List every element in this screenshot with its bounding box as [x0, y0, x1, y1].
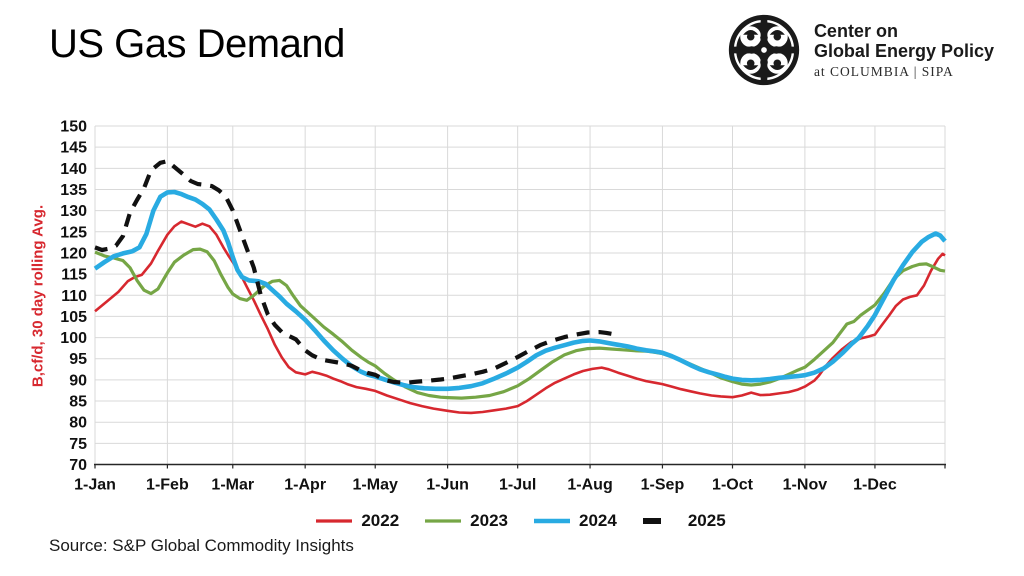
- legend-label-2025: 2025: [687, 511, 726, 530]
- y-tick-label: 115: [61, 267, 87, 284]
- x-tick-label: 1-Jun: [426, 477, 469, 494]
- legend-item-2025: 2025: [641, 511, 726, 531]
- legend-swatch-2024: [534, 518, 570, 524]
- legend-label-2023: 2023: [470, 511, 508, 530]
- y-tick-label: 85: [69, 394, 87, 411]
- chart-legend: 2022 2023 2024 2025: [95, 511, 945, 531]
- logo-line-1: Center on: [813, 21, 898, 42]
- y-tick-label: 145: [60, 140, 87, 157]
- y-tick-label: 105: [60, 309, 87, 326]
- y-tick-label: 135: [60, 182, 87, 199]
- y-tick-label: 110: [61, 288, 87, 305]
- legend-label-2022: 2022: [361, 511, 400, 530]
- x-tick-label: 1-Jul: [499, 477, 536, 494]
- legend-swatch-2025: [642, 518, 661, 524]
- legend-swatch-2023: [425, 519, 462, 523]
- legend-item-2024: 2024: [532, 511, 617, 531]
- y-tick-label: 130: [60, 203, 87, 220]
- source-attribution: Source: S&P Global Commodity Insights: [49, 536, 354, 555]
- y-tick-label: 90: [69, 372, 87, 389]
- x-tick-label: 1-Sep: [641, 477, 685, 494]
- y-tick-label: 125: [60, 224, 87, 241]
- y-tick-label: 70: [69, 457, 87, 474]
- cgep-logo: Center on Global Energy Policy at COLUMB…: [726, 12, 994, 88]
- y-tick-label: 150: [60, 119, 87, 136]
- y-tick-label: 75: [69, 436, 87, 453]
- cgep-logo-text: Center on Global Energy Policy at COLUMB…: [814, 21, 994, 78]
- legend-swatch-2022: [316, 519, 353, 523]
- x-tick-label: 1-Jan: [74, 477, 116, 494]
- y-axis-title: B,cf/d, 30 day rolling Avg.: [29, 204, 47, 388]
- x-tick-label: 1-Nov: [783, 477, 828, 494]
- legend-label-2024: 2024: [579, 511, 617, 530]
- y-tick-label: 80: [69, 415, 87, 432]
- x-tick-label: 1-May: [353, 477, 398, 494]
- y-tick-label: 100: [60, 330, 87, 347]
- cgep-crown-emblem-icon: [728, 14, 800, 86]
- series-line-2023: [94, 247, 946, 400]
- series-line-2024: [93, 189, 947, 392]
- series-line-2025: [94, 159, 614, 385]
- logo-line-3: at COLUMBIA | SIPA: [813, 63, 954, 79]
- x-tick-label: 1-Oct: [712, 477, 754, 494]
- y-tick-label: 120: [60, 245, 87, 262]
- x-tick-label: 1-Aug: [567, 477, 612, 494]
- legend-item-2022: 2022: [314, 511, 399, 531]
- y-tick-label: 140: [60, 161, 87, 178]
- x-tick-label: 1-Dec: [853, 477, 897, 494]
- x-tick-label: 1-Mar: [211, 477, 254, 494]
- x-tick-label: 1-Feb: [146, 477, 189, 494]
- x-tick-label: 1-Apr: [284, 477, 326, 494]
- y-tick-label: 95: [69, 351, 87, 368]
- page-title: US Gas Demand: [49, 22, 345, 66]
- legend-item-2023: 2023: [423, 511, 508, 531]
- logo-line-2: Global Energy Policy: [813, 41, 994, 62]
